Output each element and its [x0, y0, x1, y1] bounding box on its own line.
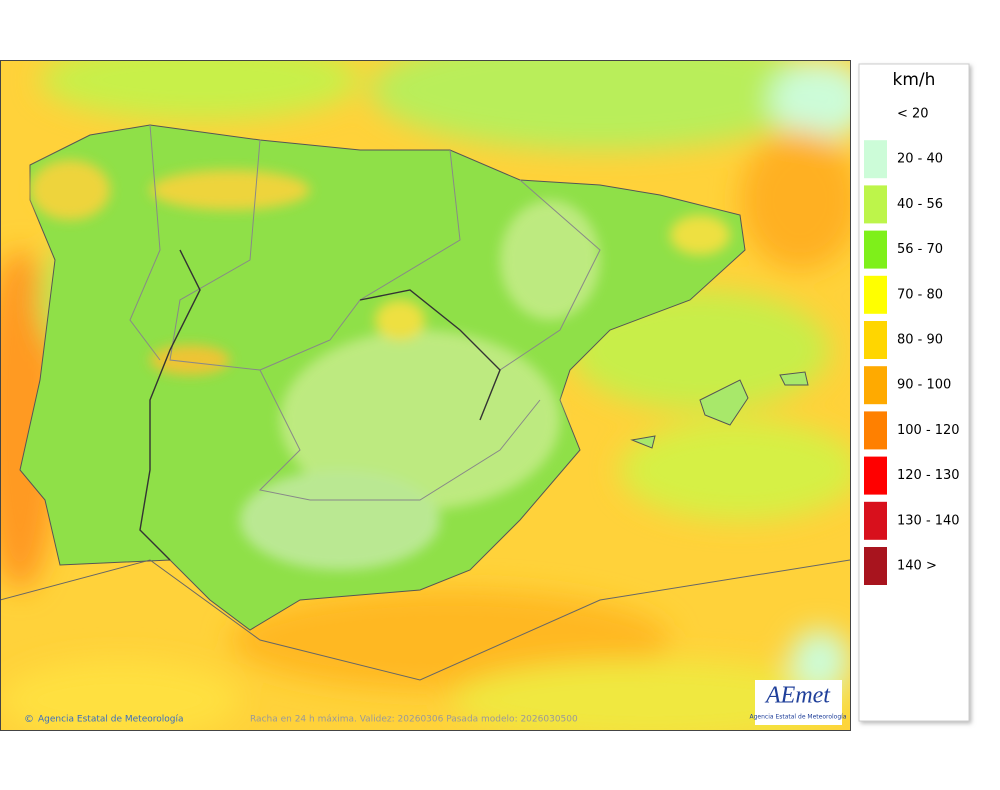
legend-swatch	[864, 140, 887, 179]
legend-label: 90 - 100	[897, 378, 951, 393]
legend-swatch	[864, 321, 887, 359]
legend-label: 130 - 140	[897, 513, 960, 528]
legend: < 20 20 - 40 40 - 56 56 - 70 70 - 80 80 - 90 9…	[864, 107, 960, 585]
legend-unit: km/h	[893, 70, 936, 90]
legend-label: 80 - 90	[897, 333, 943, 348]
legend-swatch	[864, 275, 887, 314]
legend-swatch	[864, 547, 887, 585]
legend-label: 100 - 120	[897, 423, 960, 438]
legend-label: 140 >	[897, 559, 937, 574]
legend-label: < 20	[897, 107, 929, 122]
logo-subtitle: Agencia Estatal de Meteorología	[750, 714, 847, 721]
caption: Racha en 24 h máxima. Validez: 20260306 …	[250, 715, 578, 725]
legend-label: 120 - 130	[897, 468, 960, 483]
legend-swatch	[864, 185, 887, 224]
legend-label: 56 - 70	[897, 242, 943, 257]
legend-swatch	[864, 366, 887, 405]
logo-name: AEmet	[764, 683, 831, 709]
legend-label: 20 - 40	[897, 152, 943, 167]
credit: Agencia Estatal de Meteorología	[38, 715, 184, 725]
legend-swatch	[864, 411, 887, 450]
wind-field	[1, 61, 850, 730]
legend-swatch	[864, 501, 887, 540]
logo-box	[755, 680, 842, 725]
credit-icon: ©	[24, 714, 34, 725]
legend-swatch	[864, 230, 887, 269]
legend-label: 40 - 56	[897, 197, 943, 212]
legend-swatch	[864, 456, 887, 495]
legend-label: 70 - 80	[897, 287, 943, 302]
map-frame	[0, 60, 851, 731]
